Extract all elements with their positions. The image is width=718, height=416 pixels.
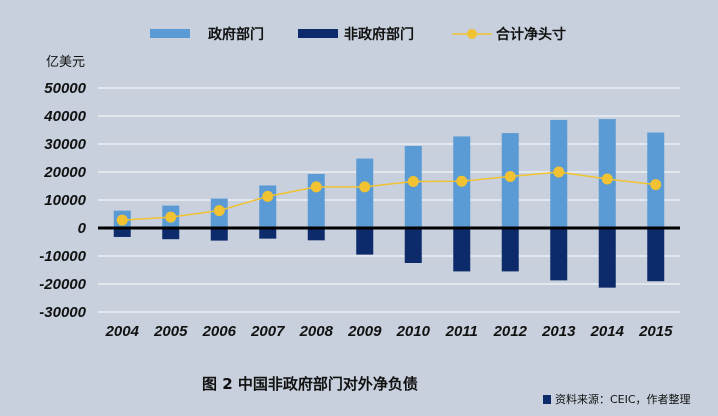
- x-tick-label: 2008: [299, 323, 334, 340]
- point-total: [262, 190, 274, 202]
- grid-layer: [98, 87, 680, 313]
- x-tick-label: 2014: [590, 323, 625, 340]
- x-tick-labels: 2004 2005 2006 2007 2008 2009 2010 2011 2012 2013…: [105, 323, 674, 340]
- bar-non-government: [550, 228, 568, 281]
- bar-non-government: [162, 228, 180, 240]
- x-tick-label: 2010: [396, 323, 431, 340]
- bar-non-government: [598, 228, 616, 288]
- y-tick-labels: 50000 40000 30000 20000 10000 0 -10000 -20000 -3…: [39, 80, 86, 321]
- y-tick-label: 0: [78, 220, 87, 237]
- bar-non-government: [356, 228, 374, 255]
- y-axis-unit-label: 亿美元: [46, 55, 85, 70]
- figure-caption: 图 2 中国非政府部门对外净负债: [202, 375, 418, 393]
- legend: 政府部门 非政府部门 合计净头寸: [150, 26, 566, 43]
- legend-label-government: 政府部门: [208, 26, 264, 43]
- y-tick-label: 40000: [43, 108, 86, 125]
- legend-label-total: 合计净头寸: [496, 26, 566, 43]
- x-tick-label: 2007: [250, 323, 285, 340]
- y-tick-label: 50000: [44, 80, 86, 97]
- y-tick-label: -20000: [39, 276, 86, 293]
- legend-marker-total: [467, 29, 477, 39]
- x-tick-label: 2013: [541, 323, 576, 340]
- point-total: [553, 166, 565, 178]
- y-tick-label: 10000: [44, 192, 86, 209]
- bar-non-government: [501, 228, 519, 272]
- legend-label-non-government: 非政府部门: [344, 26, 414, 43]
- point-total: [165, 211, 177, 223]
- x-tick-label: 2004: [105, 323, 140, 340]
- source-text: 资料来源：CEIC，作者整理: [555, 393, 691, 406]
- bar-non-government: [453, 228, 471, 272]
- bar-non-government: [210, 228, 228, 241]
- point-total: [601, 173, 613, 185]
- line-layer: [116, 166, 662, 226]
- source-square-icon: [543, 395, 551, 404]
- chart-svg: 50000 40000 30000 20000 10000 0 -10000 -20000 -3…: [39, 26, 680, 340]
- legend-swatch-government: [150, 29, 190, 38]
- y-tick-label: -30000: [39, 304, 86, 321]
- point-total: [213, 205, 225, 217]
- x-tick-label: 2011: [445, 323, 478, 340]
- bar-non-government: [307, 228, 325, 241]
- x-tick-label: 2005: [153, 323, 188, 340]
- point-total: [650, 179, 662, 191]
- y-tick-label: 20000: [43, 164, 86, 181]
- point-total: [504, 170, 516, 182]
- series-line-total: [122, 171, 656, 221]
- point-total: [456, 175, 468, 187]
- x-tick-label: 2012: [493, 323, 528, 340]
- bar-government: [356, 158, 374, 228]
- point-total: [310, 181, 322, 193]
- legend-swatch-non-government: [298, 29, 338, 38]
- source-note: 资料来源：CEIC，作者整理: [543, 391, 691, 407]
- point-total: [359, 181, 371, 193]
- x-tick-label: 2006: [202, 323, 237, 340]
- bar-non-government: [259, 228, 277, 239]
- bar-non-government: [113, 228, 131, 237]
- point-total: [407, 176, 419, 188]
- point-total: [116, 214, 128, 226]
- x-tick-label: 2009: [347, 323, 382, 340]
- bar-non-government: [647, 228, 665, 282]
- y-tick-label: 30000: [44, 136, 86, 153]
- x-tick-label: 2015: [638, 323, 673, 340]
- bar-non-government: [404, 228, 422, 263]
- y-tick-label: -10000: [39, 248, 86, 265]
